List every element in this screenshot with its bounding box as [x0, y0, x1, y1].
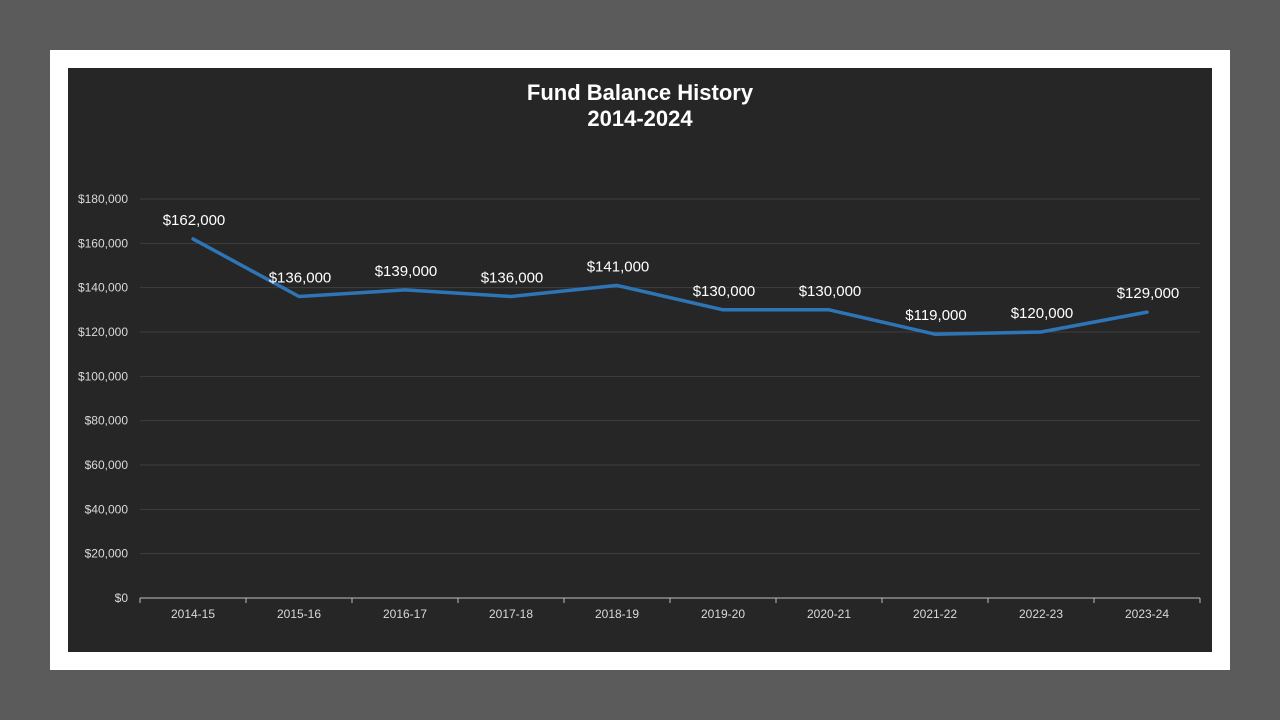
x-tick-label: 2018-19 [595, 607, 639, 621]
y-tick-label: $140,000 [78, 281, 128, 295]
y-tick-label: $160,000 [78, 236, 128, 250]
x-tick-label: 2021-22 [913, 607, 957, 621]
x-tick-label: 2019-20 [701, 607, 745, 621]
chart-title: Fund Balance History 2014-2024 [68, 80, 1212, 132]
slide-frame: Fund Balance History 2014-2024 $0 $20,000… [50, 50, 1230, 670]
data-label: $136,000 [269, 270, 332, 287]
chart-title-main: Fund Balance History [526, 80, 754, 105]
y-tick-label: $40,000 [85, 502, 129, 516]
data-label: $120,000 [1011, 305, 1074, 322]
y-tick-label: $20,000 [85, 547, 129, 561]
chart-subtitle: 2014-2024 [587, 106, 693, 131]
line-chart: $0 $20,000 $40,000 $60,000 $80,000 $100,000 $1… [78, 192, 1201, 621]
x-tick-label: 2023-24 [1125, 607, 1169, 621]
data-label: $130,000 [799, 283, 862, 300]
y-tick-label: $100,000 [78, 369, 128, 383]
y-tick-label: $120,000 [78, 325, 128, 339]
x-tick-label: 2022-23 [1019, 607, 1063, 621]
y-axis: $0 $20,000 $40,000 $60,000 $80,000 $100,000 $1… [78, 192, 128, 605]
x-axis: 2014-15 2015-16 2016-17 2017-18 2018-19 2019-… [139, 597, 1201, 621]
chart-panel: Fund Balance History 2014-2024 $0 $20,000… [68, 68, 1212, 652]
x-tick-label: 2020-21 [807, 607, 851, 621]
gridlines [140, 198, 1200, 555]
data-labels: $162,000 $136,000 $139,000 $136,000 $141,000… [163, 212, 1180, 324]
y-tick-label: $80,000 [85, 414, 129, 428]
y-tick-label: $0 [115, 591, 129, 605]
data-label: $130,000 [693, 283, 756, 300]
x-tick-label: 2015-16 [277, 607, 321, 621]
x-tick-label: 2017-18 [489, 607, 533, 621]
y-tick-label: $180,000 [78, 192, 128, 206]
x-tick-label: 2014-15 [171, 607, 215, 621]
data-label: $162,000 [163, 212, 226, 229]
data-label: $129,000 [1117, 285, 1180, 302]
series-line [191, 237, 1149, 336]
series-group [191, 237, 1149, 336]
data-label: $139,000 [375, 263, 438, 280]
data-label: $136,000 [481, 270, 544, 287]
data-label: $119,000 [905, 307, 966, 324]
x-tick-label: 2016-17 [383, 607, 427, 621]
data-label: $141,000 [587, 258, 650, 275]
y-tick-label: $60,000 [85, 458, 129, 472]
